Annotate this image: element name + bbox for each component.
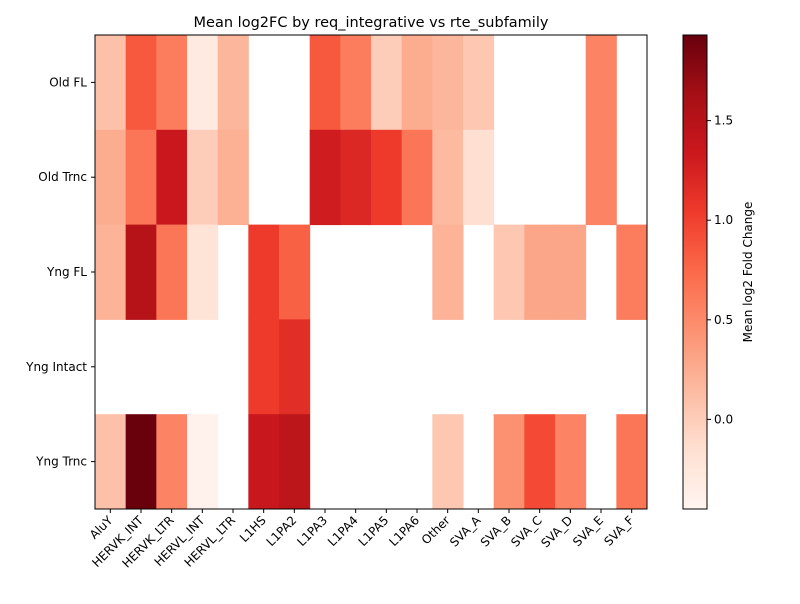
heatmap-cell [95, 35, 127, 131]
heatmap-cell [125, 129, 157, 226]
heatmap-cell [555, 414, 587, 510]
heatmap-cell [95, 414, 127, 510]
heatmap-cell [432, 129, 464, 226]
heatmap-cell [585, 129, 617, 226]
x-tick-label: L1PA2 [264, 513, 300, 549]
y-tick-label: Yng FL [46, 265, 87, 279]
heatmap-cell [95, 129, 127, 226]
y-axis-ticks: Old FL Old Trnc Yng FL Yng Intact Yng Trnc [25, 75, 95, 469]
x-tick-label: SVA_E [570, 513, 606, 549]
heatmap-cell [493, 224, 525, 320]
heatmap-cell [585, 35, 617, 131]
colorbar-label: Mean log2 Fold Change [741, 202, 755, 343]
heatmap-cell [555, 224, 587, 320]
heatmap-cell [125, 224, 157, 320]
heatmap-cell [616, 224, 648, 320]
heatmap-cell [493, 414, 525, 510]
x-tick-label: L1PA5 [356, 513, 392, 549]
heatmap-cell [432, 414, 464, 510]
y-tick-label: Old Trnc [38, 170, 87, 184]
heatmap-cell [217, 35, 249, 131]
x-tick-label: SVA_B [478, 513, 514, 549]
y-tick-label: Yng Intact [25, 360, 87, 374]
heatmap-cell [125, 35, 157, 131]
heatmap-cell [125, 414, 157, 510]
x-tick-label: L1PA3 [294, 513, 330, 549]
heatmap-cell [279, 319, 311, 415]
heatmap-cell [187, 414, 219, 510]
heatmap-cell [279, 414, 311, 510]
heatmap-cell [248, 319, 280, 415]
x-tick-label: SVA_F [601, 513, 637, 549]
chart-title: Mean log2FC by req_integrative vs rte_su… [194, 15, 549, 31]
heatmap-cell [217, 129, 249, 226]
heatmap-cell [187, 224, 219, 320]
x-tick-label: L1PA6 [386, 513, 422, 549]
colorbar-tick-label: 0.5 [714, 313, 733, 327]
heatmap-cell [401, 35, 433, 131]
heatmap-cell [95, 224, 127, 320]
heatmap-cell [432, 224, 464, 320]
colorbar [682, 34, 708, 510]
heatmap-cell [156, 224, 188, 320]
y-tick-label: Yng Trnc [35, 455, 87, 469]
heatmap-cell [371, 129, 403, 226]
x-tick-label: SVA_A [447, 513, 484, 550]
colorbar-tick-label: 1.0 [714, 213, 733, 227]
heatmap-cell [279, 224, 311, 320]
heatmap-cell [371, 35, 403, 131]
x-tick-label: SVA_C [508, 513, 545, 550]
x-tick-label: Other [419, 513, 453, 547]
heatmap-cell [340, 35, 372, 131]
heatmap-cell [463, 35, 495, 131]
x-tick-label: SVA_D [538, 513, 575, 550]
heatmap-cell [187, 129, 219, 226]
heatmap-cell [248, 224, 280, 320]
heatmap-cell [187, 35, 219, 131]
heatmap-cell [616, 414, 648, 510]
heatmap-cell [156, 35, 188, 131]
heatmap-cell [401, 129, 433, 226]
heatmap-cell [524, 224, 556, 320]
x-axis-ticks: AluYHERVK_INTHERVK_LTRHERVL_INTHERVL_LTR… [87, 509, 637, 571]
colorbar-tick-label: 0.0 [714, 412, 733, 426]
x-tick-label: L1PA4 [325, 513, 361, 549]
heatmap-cell [248, 414, 280, 510]
colorbar-tick-label: 1.5 [714, 114, 733, 128]
heatmap-cell [432, 35, 464, 131]
heatmap-cell [463, 129, 495, 226]
y-tick-label: Old FL [49, 75, 87, 89]
heatmap-cell [156, 129, 188, 226]
heatmap-cell [156, 414, 188, 510]
colorbar-ticks: 0.0 0.5 1.0 1.5 [707, 114, 733, 426]
heatmap-cells [95, 35, 648, 510]
heatmap-cell [309, 129, 341, 226]
heatmap-cell [309, 35, 341, 131]
heatmap-cell [524, 414, 556, 510]
heatmap-cell [340, 129, 372, 226]
